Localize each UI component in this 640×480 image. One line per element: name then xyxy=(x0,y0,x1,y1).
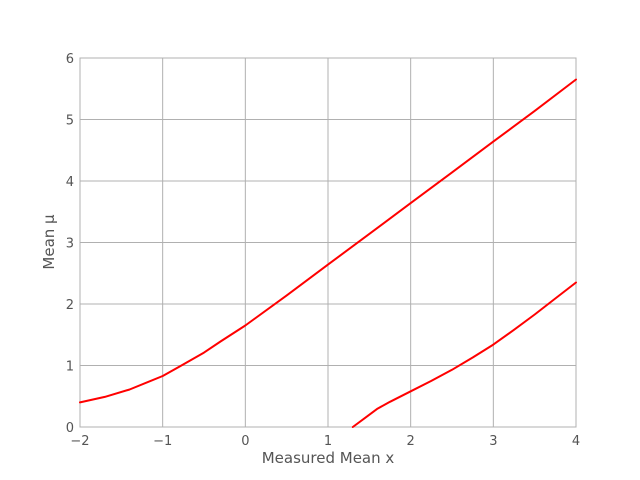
series-line-1 xyxy=(79,78,577,404)
plot-frame xyxy=(79,57,577,428)
x-tick-label: 0 xyxy=(241,434,249,449)
y-tick-label: 5 xyxy=(66,114,74,129)
y-tick-label: 0 xyxy=(66,421,74,436)
y-axis-label: Mean μ xyxy=(40,214,58,270)
x-tick-label: −1 xyxy=(153,434,172,449)
y-tick-labels: 0 1 2 3 4 5 6 xyxy=(66,52,74,436)
x-tick-labels: −2 −1 0 1 2 3 4 xyxy=(70,434,580,449)
x-tick-label: 3 xyxy=(489,434,497,449)
y-tick-label: 2 xyxy=(66,298,74,313)
series-group xyxy=(79,78,577,428)
series-line-2 xyxy=(351,281,577,428)
x-tick-label: 2 xyxy=(407,434,415,449)
x-tick-label: 1 xyxy=(324,434,332,449)
x-axis-label: Measured Mean x xyxy=(262,449,395,467)
y-tick-label: 1 xyxy=(66,360,74,375)
grid xyxy=(79,57,577,428)
y-tick-label: 6 xyxy=(66,52,74,67)
x-tick-label: 4 xyxy=(572,434,580,449)
y-tick-label: 4 xyxy=(66,175,74,190)
x-tick-label: −2 xyxy=(70,434,89,449)
y-tick-label: 3 xyxy=(66,237,74,252)
